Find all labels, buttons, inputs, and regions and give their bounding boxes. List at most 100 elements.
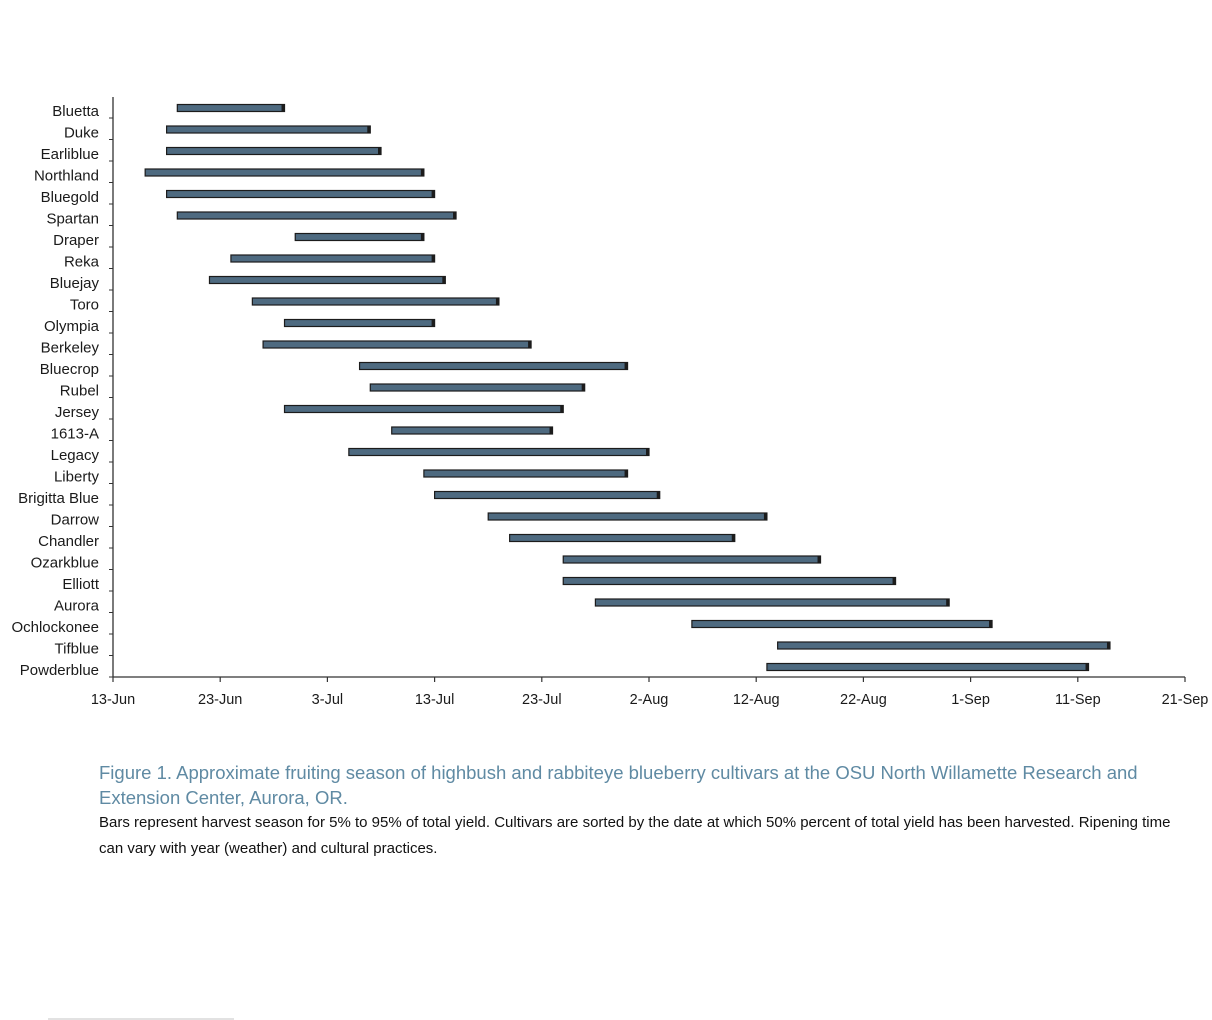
season-bar <box>348 447 650 457</box>
season-bar-end-cap <box>431 319 435 327</box>
category-label: Bluetta <box>52 103 99 120</box>
figure-caption: Figure 1. Approximate fruiting season of… <box>99 760 1194 862</box>
category-label: Powderblue <box>20 662 99 679</box>
x-tick-label: 13-Jun <box>91 692 135 708</box>
season-bar-end-cap <box>549 427 553 434</box>
season-bar-fill <box>262 340 532 349</box>
season-bar <box>176 103 286 113</box>
x-tick-label: 23-Jul <box>522 692 562 708</box>
chart-axes <box>109 97 1186 682</box>
season-bar-end-cap <box>367 126 371 133</box>
season-bar-fill <box>208 275 446 285</box>
season-bar-end-cap <box>656 491 660 499</box>
season-bar-fill <box>391 426 554 435</box>
season-bar-end-cap <box>989 620 993 628</box>
season-bar-end-cap <box>581 384 585 391</box>
season-bar-end-cap <box>431 255 435 262</box>
x-tick-label: 2-Aug <box>630 692 669 708</box>
category-label: Brigitta Blue <box>18 490 99 507</box>
season-bar-fill <box>562 555 822 564</box>
footer-divider <box>48 1018 234 1020</box>
category-label: Toro <box>70 297 99 314</box>
category-label: Aurora <box>54 598 100 615</box>
season-bar <box>176 211 457 220</box>
category-label: Jersey <box>55 404 100 421</box>
category-label: Elliott <box>62 576 100 593</box>
season-bar <box>777 641 1111 650</box>
season-bar <box>166 189 436 199</box>
season-bar <box>391 426 554 435</box>
season-bar-end-cap <box>442 276 446 284</box>
category-label: Olympia <box>44 318 100 335</box>
season-bar-end-cap <box>453 212 457 219</box>
season-bar <box>562 555 822 564</box>
season-bar-fill <box>283 404 564 414</box>
season-bar-fill <box>166 189 436 199</box>
category-label: Draper <box>53 232 99 249</box>
category-label: Liberty <box>54 469 100 486</box>
season-bar-fill <box>562 576 897 586</box>
season-bar-fill <box>144 168 425 177</box>
season-bar <box>283 318 436 328</box>
season-bar-end-cap <box>763 513 767 520</box>
season-bar-end-cap <box>378 147 381 155</box>
category-label: Rubel <box>60 383 99 400</box>
season-bar-end-cap <box>420 233 424 241</box>
category-label: Reka <box>64 254 100 271</box>
season-bar <box>594 598 950 607</box>
season-bar-fill <box>434 490 661 500</box>
caption-title: Figure 1. Approximate fruiting season of… <box>99 762 1138 808</box>
season-bar-fill <box>594 598 950 607</box>
x-tick-labels: 13-Jun 23-Jun 3-Jul 13-Jul 23-Jul 2-Aug 12-Aug… <box>91 692 1209 708</box>
season-bar-fill <box>777 641 1111 650</box>
season-bar <box>487 512 768 521</box>
season-bar-fill <box>509 533 736 543</box>
season-bar-end-cap <box>420 169 424 176</box>
category-label: Earliblue <box>41 146 99 163</box>
season-bar-fill <box>176 103 286 113</box>
season-bar-end-cap <box>528 341 532 348</box>
season-bar <box>294 232 425 242</box>
category-label: Tifblue <box>55 641 99 658</box>
season-bar-end-cap <box>431 190 435 198</box>
category-label: Ozarkblue <box>31 555 99 572</box>
x-tick-label: 12-Aug <box>733 692 780 708</box>
category-label: 1613-A <box>51 426 99 443</box>
season-bar-fill <box>358 361 629 371</box>
x-tick-label: 22-Aug <box>840 692 887 708</box>
x-tick-label: 11-Sep <box>1055 692 1101 708</box>
category-labels: Bluetta Duke Earliblue Northland Bluegold Spa… <box>11 103 99 679</box>
x-tick-label: 21-Sep <box>1162 692 1209 708</box>
chart-bars <box>144 103 1111 672</box>
season-bar-fill <box>766 662 1090 672</box>
category-label: Bluejay <box>50 275 100 292</box>
category-label: Legacy <box>51 447 100 464</box>
x-tick-label: 1-Sep <box>951 692 990 708</box>
season-bar-end-cap <box>892 577 896 585</box>
season-bar-fill <box>691 619 993 629</box>
season-bar-fill <box>487 512 768 521</box>
caption-body: Bars represent harvest season for 5% to … <box>99 814 1171 857</box>
season-bar <box>358 361 629 371</box>
fruiting-season-chart: Bluetta Duke Earliblue Northland Bluegold Spa… <box>11 97 1209 708</box>
season-bar <box>144 168 425 177</box>
season-bar <box>369 383 586 392</box>
season-bar-fill <box>166 125 371 134</box>
season-bar-fill <box>294 232 425 242</box>
x-tick-label: 13-Jul <box>415 692 455 708</box>
category-label: Darrow <box>51 512 100 529</box>
season-bar <box>208 275 446 285</box>
season-bar <box>283 404 564 414</box>
x-tick-label: 3-Jul <box>312 692 343 708</box>
season-bar-fill <box>251 297 500 306</box>
season-bar <box>262 340 532 349</box>
season-bar-fill <box>423 469 629 478</box>
category-label: Bluegold <box>41 189 99 206</box>
season-bar <box>251 297 500 306</box>
category-label: Duke <box>64 125 99 142</box>
category-label: Chandler <box>38 533 99 550</box>
season-bar-fill <box>348 447 650 457</box>
season-bar-fill <box>230 254 436 263</box>
season-bar-fill <box>369 383 586 392</box>
season-bar-end-cap <box>1085 663 1089 671</box>
